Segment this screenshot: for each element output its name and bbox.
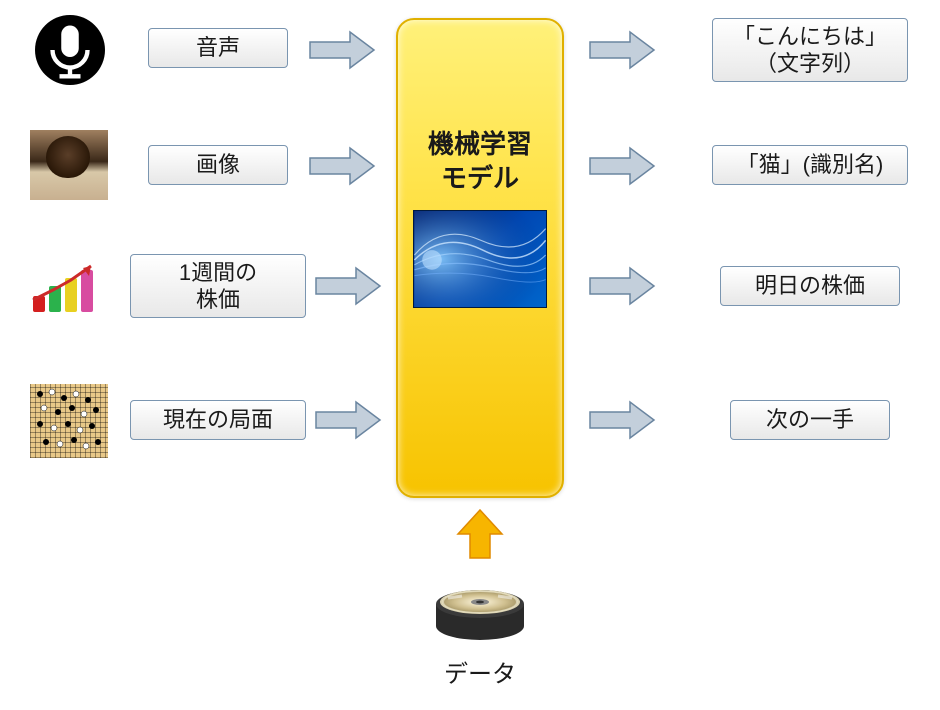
output-label-speech: 「こんにちは」（文字列） bbox=[712, 18, 908, 82]
input-label-image: 画像 bbox=[148, 145, 288, 185]
input-label-text: 1週間の株価 bbox=[179, 259, 257, 314]
arrow-in-4 bbox=[314, 400, 382, 440]
arrow-out-4 bbox=[588, 400, 656, 440]
input-label-text: 音声 bbox=[196, 34, 240, 62]
input-label-audio: 音声 bbox=[148, 28, 288, 68]
output-label-go: 次の一手 bbox=[730, 400, 890, 440]
data-label: データ bbox=[420, 654, 540, 689]
input-label-text: 画像 bbox=[196, 151, 240, 179]
arrow-up-data bbox=[454, 508, 506, 560]
microphone-icon bbox=[30, 10, 110, 90]
model-box: 機械学習モデル bbox=[396, 18, 564, 498]
arrow-out-1 bbox=[588, 30, 656, 70]
output-label-text: 「こんにちは」（文字列） bbox=[733, 23, 887, 78]
output-label-text: 次の一手 bbox=[766, 406, 854, 434]
arrow-in-2 bbox=[308, 146, 376, 186]
arrow-out-2 bbox=[588, 146, 656, 186]
output-label-cat: 「猫」(識別名) bbox=[712, 145, 908, 185]
output-label-text: 明日の株価 bbox=[755, 272, 865, 300]
model-title: 機械学習モデル bbox=[428, 128, 532, 196]
input-label-go: 現在の局面 bbox=[130, 400, 306, 440]
output-label-text: 「猫」(識別名) bbox=[737, 151, 884, 179]
arrow-in-3 bbox=[314, 266, 382, 306]
data-disc-icon bbox=[432, 566, 528, 650]
cat-photo-icon bbox=[28, 128, 110, 202]
bar-chart-icon bbox=[24, 254, 112, 322]
output-label-stock: 明日の株価 bbox=[720, 266, 900, 306]
go-board-icon bbox=[28, 382, 110, 460]
arrow-in-1 bbox=[308, 30, 376, 70]
input-label-text: 現在の局面 bbox=[163, 406, 273, 434]
model-image bbox=[413, 210, 547, 308]
input-label-stock: 1週間の株価 bbox=[130, 254, 306, 318]
arrow-out-3 bbox=[588, 266, 656, 306]
